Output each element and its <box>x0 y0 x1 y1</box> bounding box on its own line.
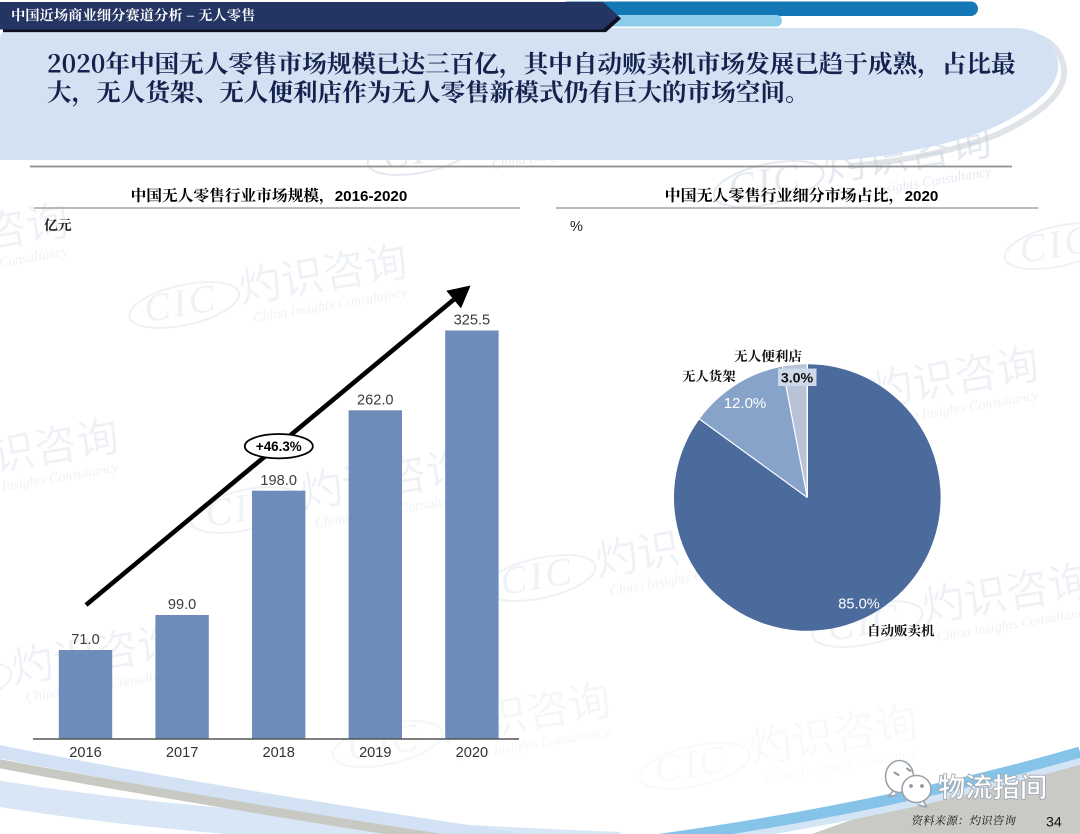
svg-text:262.0: 262.0 <box>357 393 394 409</box>
svg-text:2019: 2019 <box>359 745 391 761</box>
svg-text:2020: 2020 <box>905 188 939 205</box>
svg-text:85.0%: 85.0% <box>838 597 879 613</box>
svg-text:34: 34 <box>1046 815 1062 831</box>
svg-text:3.0%: 3.0% <box>781 371 814 387</box>
svg-text:12.0%: 12.0% <box>724 395 767 412</box>
svg-text:2018: 2018 <box>262 745 294 761</box>
svg-text:198.0: 198.0 <box>260 473 297 489</box>
svg-text:71.0: 71.0 <box>71 632 99 648</box>
svg-text:%: % <box>570 219 583 235</box>
svg-text:99.0: 99.0 <box>168 597 196 613</box>
svg-text:+46.3%: +46.3% <box>256 439 302 454</box>
svg-text:2017: 2017 <box>166 745 198 761</box>
svg-text:325.5: 325.5 <box>454 313 491 329</box>
svg-text:2020: 2020 <box>456 745 488 761</box>
svg-text:2016-2020: 2016-2020 <box>335 188 408 205</box>
svg-text:2016: 2016 <box>69 745 101 761</box>
